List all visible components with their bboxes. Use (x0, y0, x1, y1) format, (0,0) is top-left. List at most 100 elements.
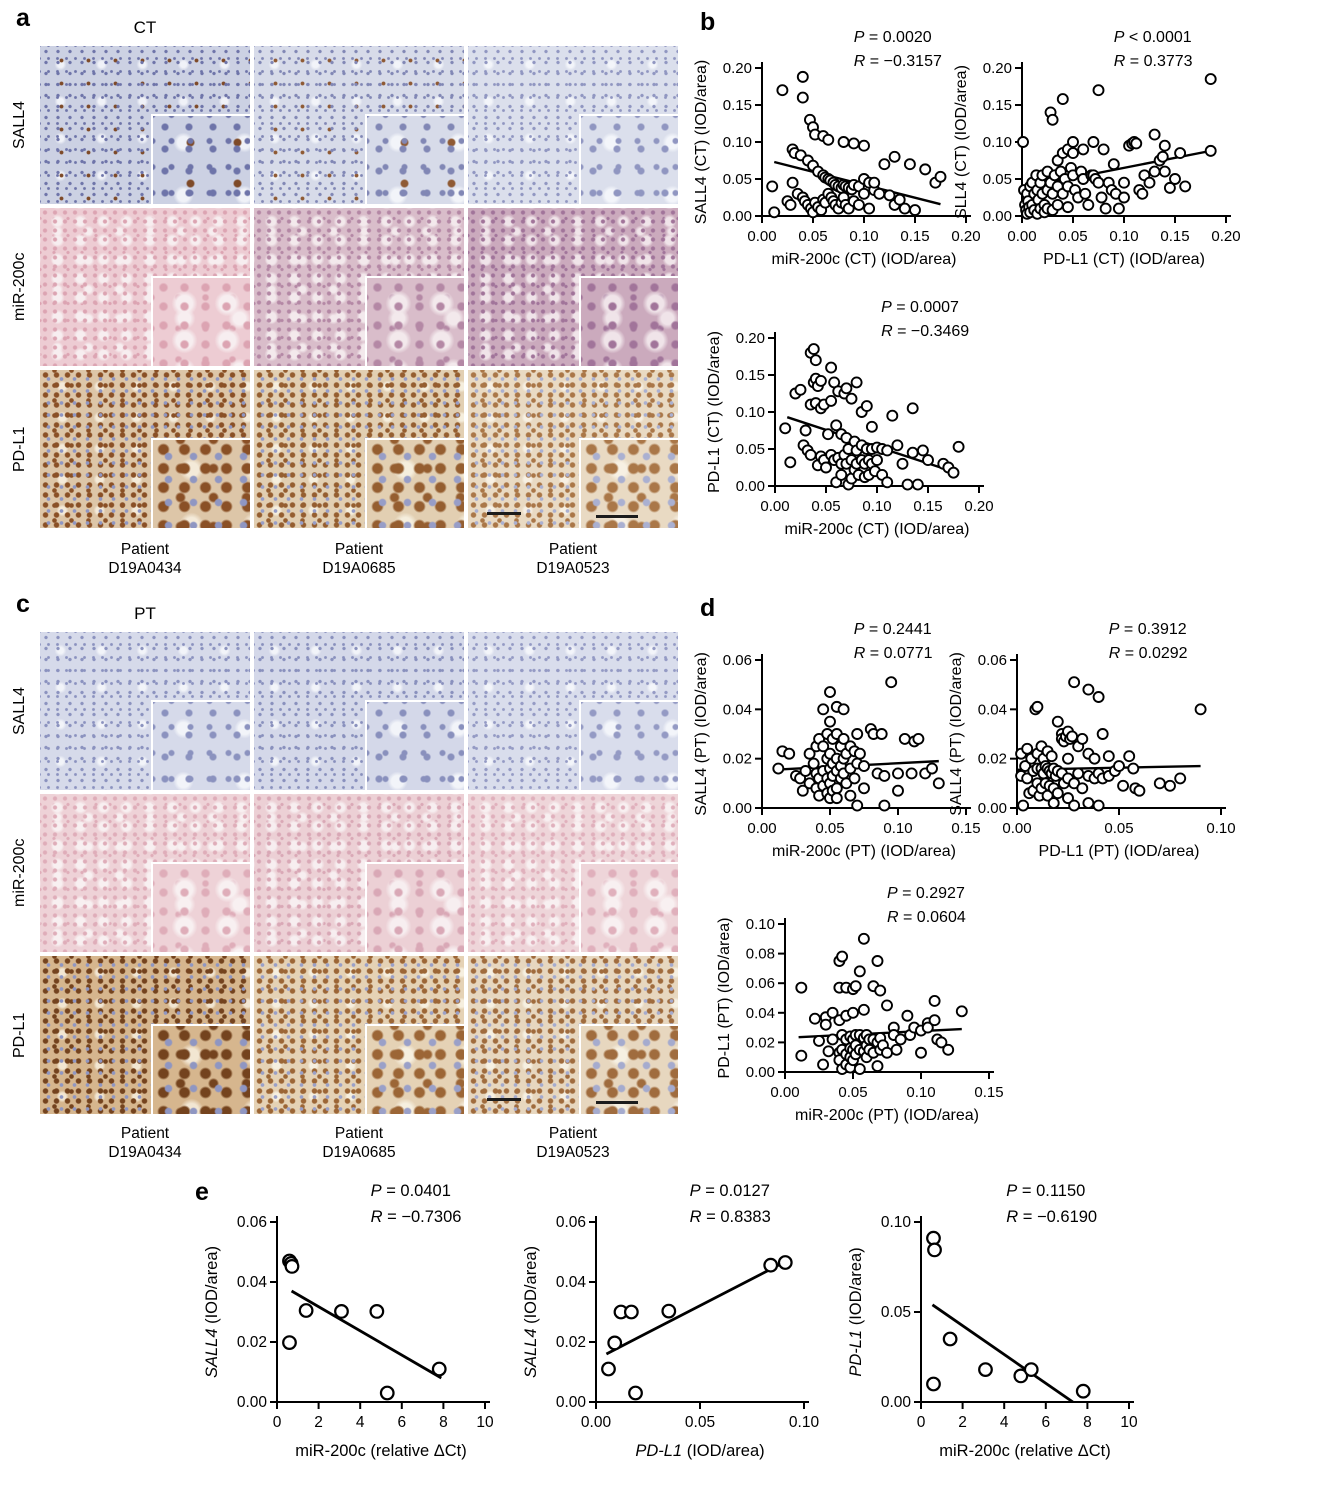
svg-text:P = 0.0401: P = 0.0401 (371, 1182, 451, 1200)
svg-text:0.15: 0.15 (1160, 228, 1189, 245)
svg-text:PD-L1 (IOD/area): PD-L1 (IOD/area) (635, 1442, 764, 1460)
svg-text:0.20: 0.20 (1211, 228, 1240, 245)
svg-text:0.00: 0.00 (723, 208, 752, 225)
svg-text:0.10: 0.10 (862, 498, 891, 515)
svg-text:P < 0.0001: P < 0.0001 (1114, 29, 1192, 46)
scatter-sall4-vs-pdl1: 0.00 0.05 0.10 0.00 0.02 0.04 0.06 P = 0.0127 R … (520, 1174, 830, 1471)
patient-id: D19A0523 (536, 560, 610, 577)
svg-text:6: 6 (397, 1414, 406, 1431)
row-label-sall4-pt: SALL4 (11, 686, 28, 736)
svg-text:miR-200c (CT) (IOD/area): miR-200c (CT) (IOD/area) (772, 251, 957, 268)
micrograph-ct-mir200c-p3 (468, 208, 678, 366)
svg-text:SLL4 (CT) (IOD/area): SLL4 (CT) (IOD/area) (953, 65, 970, 219)
svg-text:SALL4 (IOD/area): SALL4 (IOD/area) (203, 1246, 221, 1378)
svg-text:4: 4 (356, 1414, 365, 1431)
svg-text:0.15: 0.15 (900, 228, 929, 245)
svg-text:6: 6 (1041, 1414, 1050, 1431)
panel-c-title: PT (134, 604, 156, 623)
svg-text:SALL4 (IOD/area): SALL4 (IOD/area) (522, 1246, 540, 1378)
svg-text:4: 4 (1000, 1414, 1009, 1431)
svg-text:0.00: 0.00 (983, 208, 1012, 225)
svg-text:0.06: 0.06 (723, 652, 752, 669)
svg-text:0.10: 0.10 (983, 134, 1012, 151)
micrograph-pt-mir200c-p1 (40, 794, 250, 952)
patient-id: D19A0685 (322, 1144, 396, 1161)
svg-text:PD-L1 (CT) (IOD/area): PD-L1 (CT) (IOD/area) (706, 331, 723, 493)
micrograph-inset (579, 699, 678, 790)
svg-text:P = 0.1150: P = 0.1150 (1006, 1182, 1085, 1200)
scatter-pdl1-vs-mir200c-dct: 0 2 4 6 8 10 0.00 0.05 0.10 P = 0.1150 R = −0.6190… (845, 1174, 1155, 1471)
patient-word: Patient (548, 1125, 598, 1142)
svg-text:0.10: 0.10 (1109, 228, 1138, 245)
svg-text:0.02: 0.02 (978, 751, 1007, 768)
svg-text:0.00: 0.00 (723, 800, 752, 817)
micrograph-inset (151, 1023, 250, 1114)
patient-id: D19A0523 (536, 1144, 610, 1161)
svg-text:0.00: 0.00 (770, 1084, 799, 1101)
svg-text:0.10: 0.10 (789, 1414, 820, 1431)
row-label-pdl1-pt: PD-L1 (11, 1012, 28, 1058)
svg-text:0.05: 0.05 (1058, 228, 1087, 245)
row-label-sall4-ct: SALL4 (11, 100, 28, 150)
svg-text:P = 0.0020: P = 0.0020 (854, 29, 932, 46)
svg-text:0.04: 0.04 (978, 701, 1007, 718)
svg-text:0.05: 0.05 (815, 820, 844, 837)
svg-text:0.02: 0.02 (556, 1334, 586, 1351)
micrograph-inset (365, 861, 464, 952)
micrograph-pt-pdl1-p1 (40, 956, 250, 1114)
micrograph-ct-sall4-p2 (254, 46, 464, 204)
scatter-sll4ct-vs-pdl1ct: 0.00 0.05 0.10 0.15 0.20 0.00 0.05 0.10 0.15 0.20… (950, 22, 1250, 279)
svg-text:0.05: 0.05 (736, 441, 765, 458)
micrograph-ct-mir200c-p1 (40, 208, 250, 366)
micrograph-inset (579, 275, 678, 366)
svg-text:0.00: 0.00 (746, 1064, 775, 1081)
patient-label-2-ct: Patient D19A0685 (254, 540, 464, 578)
svg-text:0.10: 0.10 (849, 228, 878, 245)
scatter-pdl1pt-vs-mir200cpt: 0.00 0.05 0.10 0.15 0.00 0.02 0.04 0.06 0.08 0.10… (713, 878, 1013, 1135)
svg-text:0.00: 0.00 (556, 1394, 587, 1411)
svg-text:0.02: 0.02 (723, 751, 752, 768)
svg-text:0.05: 0.05 (983, 171, 1012, 188)
svg-text:8: 8 (1083, 1414, 1092, 1431)
micrograph-inset (365, 1023, 464, 1114)
svg-text:0.00: 0.00 (736, 478, 765, 495)
svg-text:PD-L1 (IOD/area): PD-L1 (IOD/area) (847, 1247, 865, 1376)
svg-text:0.00: 0.00 (881, 1394, 912, 1411)
panel-d-label: d (700, 594, 716, 622)
svg-text:0.06: 0.06 (556, 1214, 586, 1231)
row-label-mir200c-pt: miR-200c (11, 838, 28, 908)
svg-text:0.02: 0.02 (237, 1334, 267, 1351)
svg-text:miR-200c (CT) (IOD/area): miR-200c (CT) (IOD/area) (785, 521, 970, 538)
patient-word: Patient (334, 1125, 384, 1142)
svg-text:2: 2 (314, 1414, 323, 1431)
svg-text:P = 0.0127: P = 0.0127 (690, 1182, 770, 1200)
svg-text:0.00: 0.00 (978, 800, 1007, 817)
svg-text:0.08: 0.08 (746, 946, 775, 963)
scatter-sall4pt-vs-pdl1pt: 0.00 0.05 0.10 0.00 0.02 0.04 0.06 P = 0.3912 R … (945, 614, 1245, 871)
svg-text:R = 0.0771: R = 0.0771 (854, 645, 933, 662)
svg-text:0.10: 0.10 (746, 916, 775, 933)
patient-label-3-ct: Patient D19A0523 (468, 540, 678, 578)
micrograph-pt-sall4-p2 (254, 632, 464, 790)
svg-text:0.10: 0.10 (1206, 820, 1235, 837)
svg-text:0.04: 0.04 (746, 1005, 775, 1022)
patient-label-2-pt: Patient D19A0685 (254, 1124, 464, 1162)
svg-text:0.15: 0.15 (736, 367, 765, 384)
micrograph-inset (365, 699, 464, 790)
svg-text:R = −0.3157: R = −0.3157 (854, 53, 942, 70)
svg-text:R = −0.7306: R = −0.7306 (371, 1208, 462, 1226)
svg-text:PD-L1 (CT) (IOD/area): PD-L1 (CT) (IOD/area) (1043, 251, 1205, 268)
micrograph-pt-mir200c-p3 (468, 794, 678, 952)
panel-a-label: a (16, 4, 30, 32)
micrograph-inset (151, 861, 250, 952)
micrograph-inset (579, 437, 678, 528)
svg-text:0.04: 0.04 (723, 701, 752, 718)
micrograph-inset (365, 113, 464, 204)
micrograph-ct-sall4-p3 (468, 46, 678, 204)
panel-c-label: c (16, 590, 30, 618)
patient-id: D19A0434 (108, 1144, 182, 1161)
micrograph-inset (151, 699, 250, 790)
svg-text:0.10: 0.10 (883, 820, 912, 837)
micrograph-inset (151, 113, 250, 204)
svg-text:P = 0.2927: P = 0.2927 (887, 885, 965, 902)
